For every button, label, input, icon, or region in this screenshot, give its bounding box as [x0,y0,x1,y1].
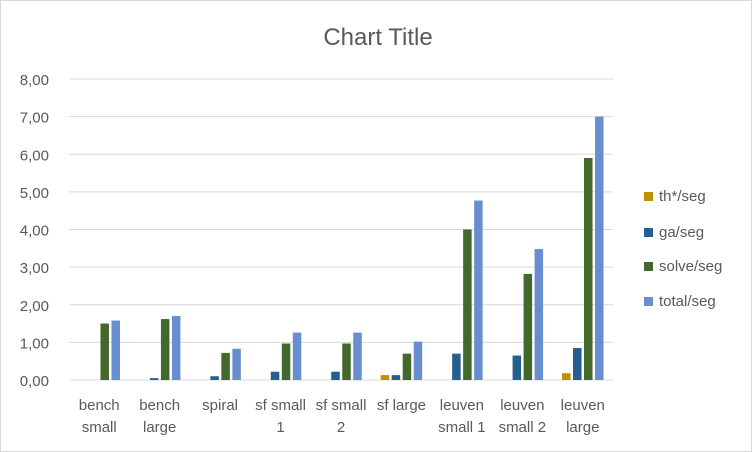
x-category-label-line: leuven [440,397,484,414]
x-category-label-line: small 1 [438,419,486,436]
chart-title: Chart Title [323,24,432,51]
x-category-label-line: bench [139,397,180,414]
x-category-label: sf small 2 [316,397,367,436]
y-tick-label: 1,00 [20,335,49,352]
x-category-label-line: small [82,419,117,436]
bar-solveseg [584,158,593,380]
y-tick-label: 7,00 [20,110,49,127]
bar-totalseg [111,320,120,380]
x-category-label: bench large [139,397,180,436]
legend-label: solve/seg [659,258,722,275]
gridlines [69,78,613,381]
x-category-label-line: leuven [561,397,605,414]
legend-item: ga/seg [644,224,704,241]
legend-item: th*/seg [644,188,706,205]
bar-totalseg [595,116,604,380]
x-category-label-line: large [143,419,176,436]
y-tick-label: 5,00 [20,185,49,202]
bar-gaseg [512,355,522,380]
bar-totalseg [292,332,302,380]
x-category-label: bench small [79,397,120,436]
x-category-label: leuven small 2 [499,397,547,436]
x-category-label-line: sf small [255,397,306,414]
legend-swatch [644,262,653,271]
y-tick-label: 3,00 [20,260,49,277]
bar-gaseg [210,376,219,380]
bar-gaseg [270,371,280,380]
x-category-label-line: large [566,419,599,436]
bar-solveseg [463,229,472,380]
x-category-label: leuven small 1 [438,397,486,436]
y-tick-label: 0,00 [20,373,49,390]
y-tick-label: 4,00 [20,223,49,240]
x-category-label-line: bench [79,397,120,414]
y-axis-tick-labels: 0,00 1,00 2,00 3,00 4,00 5,00 6,00 7,00 8,00 [20,72,49,390]
bar-solveseg [221,352,230,380]
bar-totalseg [534,249,544,380]
x-category-label-line: sf small [316,397,367,414]
legend-label: total/seg [659,293,716,310]
bar-totalseg [474,200,483,380]
bar-totalseg [413,341,423,380]
legend-label: th*/seg [659,188,706,205]
bar-thseg [380,375,390,380]
bar-gaseg [573,348,582,380]
bar-thseg [562,373,571,380]
legend-swatch [644,228,653,237]
legend-swatch [644,297,653,306]
bar-solveseg [523,273,533,380]
y-tick-label: 2,00 [20,298,49,315]
y-tick-label: 8,00 [20,72,49,89]
y-tick-label: 6,00 [20,147,49,164]
legend-swatch [644,192,653,201]
bar-solveseg [402,353,412,380]
x-category-label-line: 2 [337,419,345,436]
bar-solveseg [342,343,351,380]
bar-gaseg [452,353,461,380]
bar-totalseg [232,348,241,380]
x-category-label: sf large [377,397,426,414]
x-category-label: sf small 1 [255,397,306,436]
bars [100,116,604,380]
bar-gaseg [331,371,340,380]
x-category-label-line: spiral [202,397,238,414]
x-category-label-line: sf large [377,397,426,414]
bar-gaseg [149,378,159,380]
x-category-label-line: leuven [500,397,544,414]
x-category-label: leuven large [561,397,605,436]
bar-solveseg [160,319,170,380]
x-category-label: spiral [202,397,238,414]
legend-item: solve/seg [644,258,722,275]
bar-gaseg [391,375,401,380]
legend-item: total/seg [644,293,716,310]
x-category-label-line: small 2 [499,419,547,436]
x-category-label-line: 1 [276,419,284,436]
legend-label: ga/seg [659,224,704,241]
bar-totalseg [353,332,362,380]
bar-solveseg [100,323,109,380]
legend: th*/seg ga/seg solve/seg total/seg [644,188,722,310]
bar-totalseg [171,316,181,380]
bar-solveseg [281,343,291,380]
